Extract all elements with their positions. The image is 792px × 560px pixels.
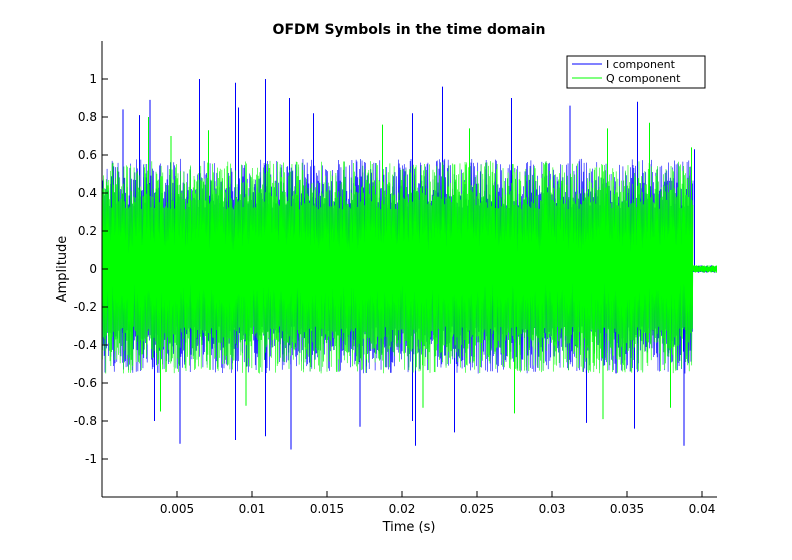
series-trace-q-component [102,160,694,374]
legend-box [566,55,706,89]
y-tick-label: -0.4 [74,338,97,352]
x-tick-label: 0.025 [460,502,494,516]
y-tick-label: -0.2 [74,300,97,314]
x-tick-label: 0.02 [389,502,416,516]
legend-label-q-component: Q component [606,72,681,85]
x-tick-label: 0.01 [239,502,266,516]
legend-label-i-component: I component [606,58,676,71]
x-tick-label: 0.04 [689,502,716,516]
chart-title: OFDM Symbols in the time domain [273,22,546,38]
x-tick-label: 0.035 [610,502,644,516]
x-tick-label: 0.015 [310,502,344,516]
plot-layer [102,79,717,450]
y-axis-label: Amplitude [55,236,70,303]
y-tick-label: -0.6 [74,376,97,390]
y-tick-label: 0.4 [78,186,97,200]
y-tick-label: 0.8 [78,110,97,124]
legend: I component Q component [566,55,706,89]
y-tick-label: 1 [89,72,97,86]
axes: 0.005 0.01 0.015 0.02 0.025 0.03 0.035 0.04 -1 -0… [74,41,717,516]
series-tail-q-component [692,265,717,273]
y-tick-label: -1 [85,452,97,466]
y-tick-label: 0.6 [78,148,97,162]
x-tick-label: 0.005 [160,502,194,516]
x-axis-label: Time (s) [382,520,436,535]
y-tick-label: -0.8 [74,414,97,428]
x-tick-label: 0.03 [539,502,566,516]
y-tick-label: 0 [89,262,97,276]
y-tick-label: 0.2 [78,224,97,238]
